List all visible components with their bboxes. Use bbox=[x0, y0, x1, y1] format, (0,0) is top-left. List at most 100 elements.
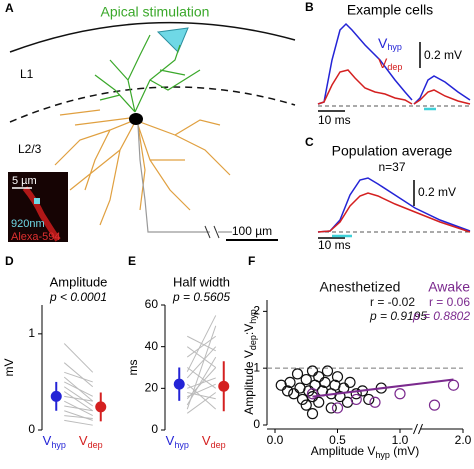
subscript: dep bbox=[248, 335, 258, 350]
text-part: V bbox=[43, 433, 52, 448]
stat-r: r = 0.06 bbox=[429, 295, 470, 309]
subscript: hyp bbox=[248, 309, 258, 324]
panel-letter: B bbox=[305, 0, 314, 14]
scatter-point bbox=[284, 376, 296, 388]
paired-line bbox=[64, 410, 93, 421]
scatter-point bbox=[331, 402, 344, 414]
paired-line bbox=[187, 335, 216, 352]
subscript: hyp bbox=[387, 42, 402, 52]
y-tick-label: 1 bbox=[28, 326, 35, 340]
axon bbox=[137, 124, 232, 233]
scatter-point bbox=[344, 376, 356, 388]
panel-title: Amplitude bbox=[50, 274, 108, 289]
y-tick-label: 1 bbox=[253, 360, 260, 374]
inset-spot bbox=[34, 198, 40, 204]
x-tick-label: 2.0 bbox=[455, 433, 472, 447]
scatter-point bbox=[296, 393, 309, 406]
group-name: Awake bbox=[428, 279, 470, 295]
scatter-point bbox=[350, 393, 362, 406]
x-tick-label: 1.0 bbox=[392, 433, 409, 447]
inset-label: Alexa-594 bbox=[11, 231, 61, 243]
paired-line bbox=[186, 356, 217, 406]
stat-p: p = 0.9195 bbox=[369, 309, 427, 323]
paired-line bbox=[63, 386, 94, 407]
paired-line bbox=[186, 346, 217, 379]
trace-dep-2 bbox=[413, 89, 471, 105]
panel-letter: A bbox=[5, 1, 14, 15]
example-traces bbox=[317, 22, 471, 112]
subscript: dep bbox=[88, 440, 103, 450]
subscript: hyp bbox=[375, 450, 390, 460]
paired-line bbox=[63, 391, 94, 412]
paired-line bbox=[186, 346, 217, 368]
panel-letter: C bbox=[305, 135, 314, 149]
scatter-point bbox=[288, 388, 300, 400]
n-label: n=37 bbox=[378, 160, 405, 174]
scatter-point bbox=[281, 385, 294, 397]
mean-marker bbox=[95, 401, 107, 413]
paired-line bbox=[186, 335, 217, 358]
x-tick-label: 0.0 bbox=[267, 433, 284, 447]
panel-title: Example cells bbox=[347, 2, 433, 18]
panel-letter: D bbox=[5, 254, 14, 268]
y-tick-label: 0 bbox=[151, 422, 158, 436]
paired-line bbox=[187, 392, 216, 400]
soma bbox=[129, 113, 143, 125]
y-tick-label: 20 bbox=[145, 381, 159, 395]
pia-line bbox=[9, 21, 296, 53]
y-tick-label: 2 bbox=[253, 304, 260, 318]
scatter-point bbox=[394, 388, 406, 400]
inset-label: 920nm bbox=[11, 218, 45, 230]
paired-line bbox=[64, 395, 93, 402]
y-tick-label: 60 bbox=[145, 297, 159, 311]
scatter-point bbox=[300, 373, 312, 386]
apical-dendrites bbox=[94, 34, 201, 113]
panel-title: Population average bbox=[332, 143, 453, 159]
layer-label: L2/3 bbox=[18, 142, 42, 156]
trace-hyp bbox=[317, 22, 413, 105]
stim-cone bbox=[156, 27, 189, 53]
paired-line bbox=[64, 405, 93, 412]
axis-break bbox=[413, 423, 423, 435]
fit-line bbox=[312, 378, 454, 398]
paired-line bbox=[186, 383, 217, 410]
y-axis-label: Amplitude Vdep:Vhyp bbox=[242, 309, 258, 415]
x-tick-label: Vhyp bbox=[43, 433, 66, 450]
subscript: dep bbox=[211, 440, 226, 450]
panel-letter: E bbox=[128, 254, 136, 268]
scatter-point bbox=[369, 396, 381, 408]
scatter-point bbox=[313, 371, 325, 383]
group-name: Anesthetized bbox=[320, 279, 401, 295]
scatter-point bbox=[325, 402, 337, 414]
scale-label: 0.2 mV bbox=[418, 185, 456, 199]
scatter-point bbox=[306, 388, 319, 400]
y-tick-label: 0 bbox=[253, 417, 260, 431]
legend-entry: Vhyp bbox=[378, 35, 402, 53]
stat-label: p = 0.5605 bbox=[172, 290, 230, 304]
panel-letter: F bbox=[248, 254, 255, 268]
paired-line bbox=[64, 419, 93, 426]
x-tick-label: Vhyp bbox=[166, 433, 189, 450]
average-traces bbox=[317, 177, 471, 239]
scatter-point bbox=[319, 376, 331, 388]
subscript: hyp bbox=[174, 440, 189, 450]
text-part: V bbox=[378, 35, 388, 51]
paired-line bbox=[64, 415, 93, 419]
panel-title: Half width bbox=[173, 274, 230, 289]
x-tick-label: Vdep bbox=[202, 433, 226, 450]
y-tick-label: 40 bbox=[145, 339, 159, 353]
trace-dep bbox=[317, 69, 413, 105]
layer-boundary bbox=[9, 86, 296, 123]
paired-line bbox=[64, 381, 93, 397]
x-axis-label: Amplitude Vhyp (mV) bbox=[311, 444, 420, 460]
y-axis-label: ms bbox=[126, 360, 140, 376]
mean-marker bbox=[173, 378, 185, 390]
panel-title: Apical stimulation bbox=[101, 4, 210, 20]
paired-line bbox=[63, 343, 94, 373]
text-part: V bbox=[79, 433, 88, 448]
mean-marker bbox=[50, 390, 62, 402]
inset-scale: 5 µm bbox=[12, 175, 37, 187]
x-tick-label: 0.5 bbox=[329, 433, 346, 447]
scatter-point bbox=[300, 399, 312, 411]
scatter-point bbox=[291, 368, 304, 380]
